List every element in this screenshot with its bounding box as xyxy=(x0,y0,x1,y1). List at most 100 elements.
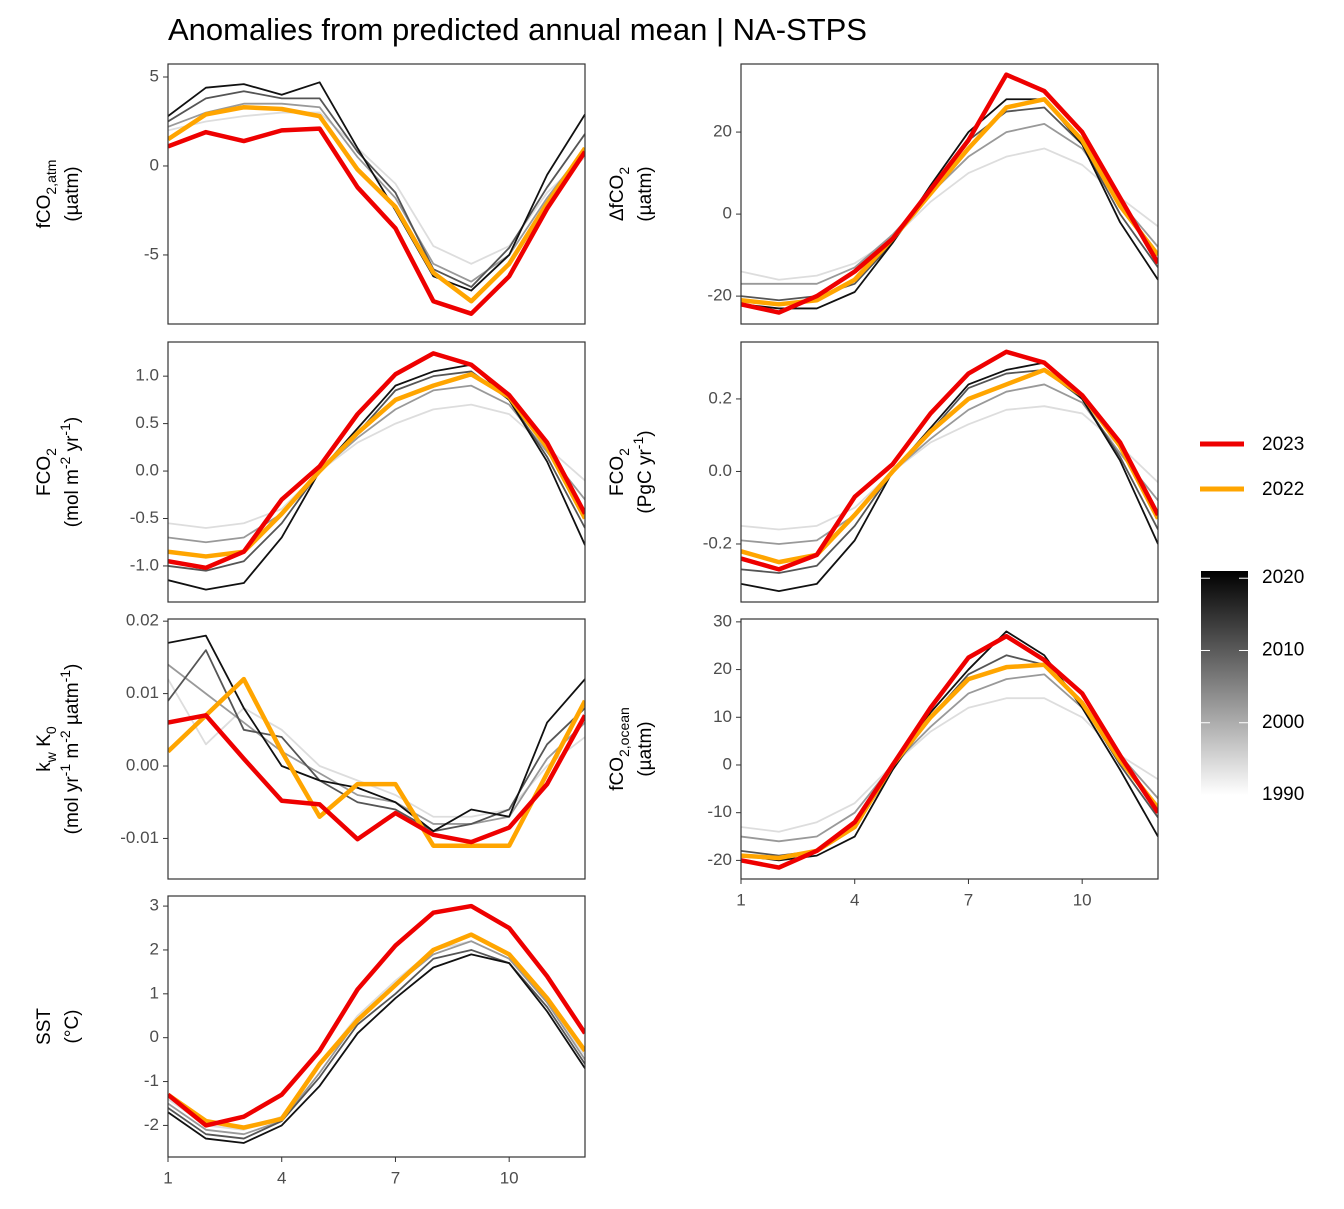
y-tick-label: 0.2 xyxy=(708,388,732,407)
highlight-line xyxy=(168,713,585,845)
x-tick-label: 7 xyxy=(391,1168,400,1187)
y-axis-label: (µatm) xyxy=(635,721,656,776)
y-tick-label: 30 xyxy=(713,611,732,630)
y-axis-label-part: FCO xyxy=(607,456,628,496)
y-axis-label-part: yr xyxy=(62,435,83,457)
lines xyxy=(741,72,1158,315)
y-axis-label: (mol m-2 yr-1) xyxy=(57,417,83,527)
highlight-line xyxy=(168,126,585,316)
y-axis-label: fCO2,atm xyxy=(34,160,59,229)
y-tick-label: 0.02 xyxy=(126,611,159,630)
highlight-line xyxy=(168,104,585,304)
x-tick-label: 1 xyxy=(163,1168,172,1187)
y-tick-label: -0.5 xyxy=(130,508,159,527)
panel: -0.2 0.0 0.2 FCO2 (PgC yr-1) xyxy=(607,341,1159,603)
x-tick-label: 7 xyxy=(964,890,973,909)
y-axis-label: ΔfCO2 xyxy=(607,167,632,221)
y-axis-label-part: (µatm) xyxy=(635,166,656,221)
y-tick-label: 3 xyxy=(150,896,159,915)
y-axis-label-part: 2 xyxy=(616,167,632,175)
y-axis-label-part: (°C) xyxy=(62,1010,83,1044)
colorbar-label: 1990 xyxy=(1262,784,1304,805)
y-axis-label-part: -2 xyxy=(57,730,73,743)
y-axis-label: FCO2 xyxy=(34,448,59,496)
y-tick-label: 1 xyxy=(150,983,159,1002)
y-tick-label: 1.0 xyxy=(135,366,159,385)
y-axis-label-part: ) xyxy=(62,664,83,670)
panel-background xyxy=(741,64,1158,324)
lines xyxy=(168,351,585,591)
panel-background xyxy=(741,342,1158,602)
year-line xyxy=(741,630,1158,862)
year-line xyxy=(741,405,1158,531)
panel: -20 -10 0 10 20 30 1 4 7 10 fCO2,ocean (µatm) xyxy=(607,611,1159,909)
panel-border xyxy=(740,63,1159,325)
y-axis-label: SST xyxy=(34,1008,55,1045)
y-tick-label: -0.01 xyxy=(120,828,159,847)
y-axis-label-part: m xyxy=(62,743,83,764)
y-axis-label-part: SST xyxy=(34,1008,55,1045)
y-axis-label-part: -1 xyxy=(57,670,73,683)
year-line xyxy=(168,90,585,288)
y-tick-label: 0 xyxy=(723,754,732,773)
y-axis-label-part: -1 xyxy=(57,764,73,777)
panel-border xyxy=(167,895,586,1158)
x-tick-label: 4 xyxy=(277,1168,286,1187)
year-line xyxy=(741,383,1158,545)
y-tick-label: -1 xyxy=(144,1071,159,1090)
x-tick-label: 1 xyxy=(736,890,745,909)
y-tick-label: 0.0 xyxy=(708,461,732,480)
y-axis-label: (µatm) xyxy=(635,166,656,221)
year-line xyxy=(168,81,585,292)
y-axis-label-part: (µatm) xyxy=(635,721,656,776)
y-tick-label: 2 xyxy=(150,939,159,958)
lines xyxy=(168,634,585,848)
y-tick-label: 0.0 xyxy=(135,461,159,480)
y-tick-label: 0.5 xyxy=(135,413,159,432)
y-axis-label-part: (mol yr xyxy=(62,776,83,835)
y-tick-label: 5 xyxy=(150,66,159,85)
highlight-line xyxy=(168,903,585,1128)
y-axis-label-part: 2 xyxy=(43,448,59,456)
year-line xyxy=(168,634,585,833)
year-line xyxy=(168,363,585,591)
y-axis-label: (mol yr-1 m-2 µatm-1) xyxy=(57,664,83,835)
panel: -1.0 -0.5 0.0 0.5 1.0 FCO2(mol m-2 yr-1) xyxy=(34,341,586,603)
y-axis-label-part: ) xyxy=(62,417,83,423)
lines xyxy=(168,81,585,316)
y-axis-label: fCO2,ocean xyxy=(607,707,632,791)
y-tick-label: -1.0 xyxy=(130,555,159,574)
colorbar-label: 2020 xyxy=(1262,567,1304,588)
panel-background xyxy=(168,619,585,879)
panel: -2 -1 0 1 2 3 1 4 7 10 SST (°C) xyxy=(34,895,586,1187)
lines xyxy=(741,349,1158,593)
y-axis-label-part: ΔfCO xyxy=(607,175,628,221)
legend-label: 2023 xyxy=(1262,434,1304,455)
y-axis-label-part: µatm xyxy=(62,682,83,730)
panel-background xyxy=(168,342,585,602)
panel-border xyxy=(167,618,586,880)
y-tick-label: 20 xyxy=(713,122,732,141)
year-line xyxy=(741,98,1158,310)
colorbar xyxy=(1201,571,1248,795)
panel: -20 0 20 ΔfCO2 (µatm) xyxy=(607,63,1159,325)
year-line xyxy=(168,953,585,1144)
y-axis-label-part: (µatm) xyxy=(62,166,83,221)
y-axis-label-part: 0 xyxy=(43,726,59,734)
y-tick-label: 10 xyxy=(713,707,732,726)
lines xyxy=(741,630,1158,870)
year-line xyxy=(168,102,585,283)
year-line xyxy=(741,147,1158,281)
year-line xyxy=(168,403,585,529)
highlight-line xyxy=(741,72,1158,315)
panel-background xyxy=(168,64,585,324)
y-tick-label: 0 xyxy=(150,1027,159,1046)
highlight-line xyxy=(741,349,1158,572)
y-tick-label: 0 xyxy=(723,204,732,223)
y-tick-label: 0.00 xyxy=(126,756,159,775)
y-tick-label: 0.01 xyxy=(126,683,159,702)
x-tick-label: 10 xyxy=(500,1168,519,1187)
legend-label: 2022 xyxy=(1262,479,1304,500)
y-tick-label: -5 xyxy=(144,244,159,263)
